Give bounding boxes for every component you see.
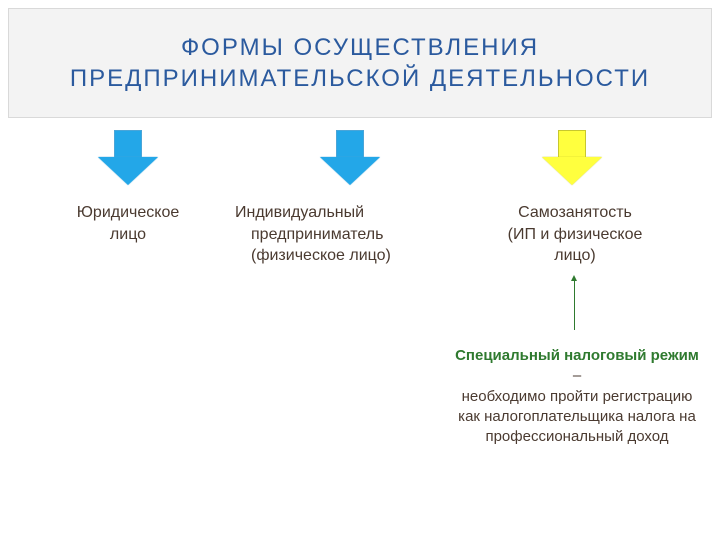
label-line: Самозанятость xyxy=(518,204,632,221)
category-label: Юридическое лицо xyxy=(38,202,218,245)
label-line: (физическое лицо) xyxy=(235,245,391,267)
footnote-bold: Специальный налоговый режим xyxy=(455,347,699,364)
down-arrow-icon xyxy=(98,130,158,190)
page-title: ФОРМЫ ОСУЩЕСТВЛЕНИЯ ПРЕДПРИНИМАТЕЛЬСКОЙ … xyxy=(49,32,671,94)
label-line: лицо) xyxy=(554,247,595,264)
label-line: (ИП и физическое xyxy=(508,226,643,243)
footnote: Специальный налоговый режим – необходимо… xyxy=(454,346,700,447)
connector-arrow-icon xyxy=(574,280,575,330)
footnote-text: необходимо пройти регистрацию как налого… xyxy=(458,388,696,446)
label-line: предприниматель xyxy=(235,224,383,246)
footnote-dash: – xyxy=(573,367,581,384)
down-arrow-icon xyxy=(542,130,602,190)
label-line: лицо xyxy=(110,226,146,243)
label-line: Индивидуальный xyxy=(235,204,364,221)
category-label: Индивидуальный предприниматель (физическ… xyxy=(235,202,465,267)
down-arrow-icon xyxy=(320,130,380,190)
label-line: Юридическое xyxy=(77,204,179,221)
title-banner: ФОРМЫ ОСУЩЕСТВЛЕНИЯ ПРЕДПРИНИМАТЕЛЬСКОЙ … xyxy=(8,8,712,118)
category-label: Самозанятость (ИП и физическое лицо) xyxy=(480,202,670,267)
